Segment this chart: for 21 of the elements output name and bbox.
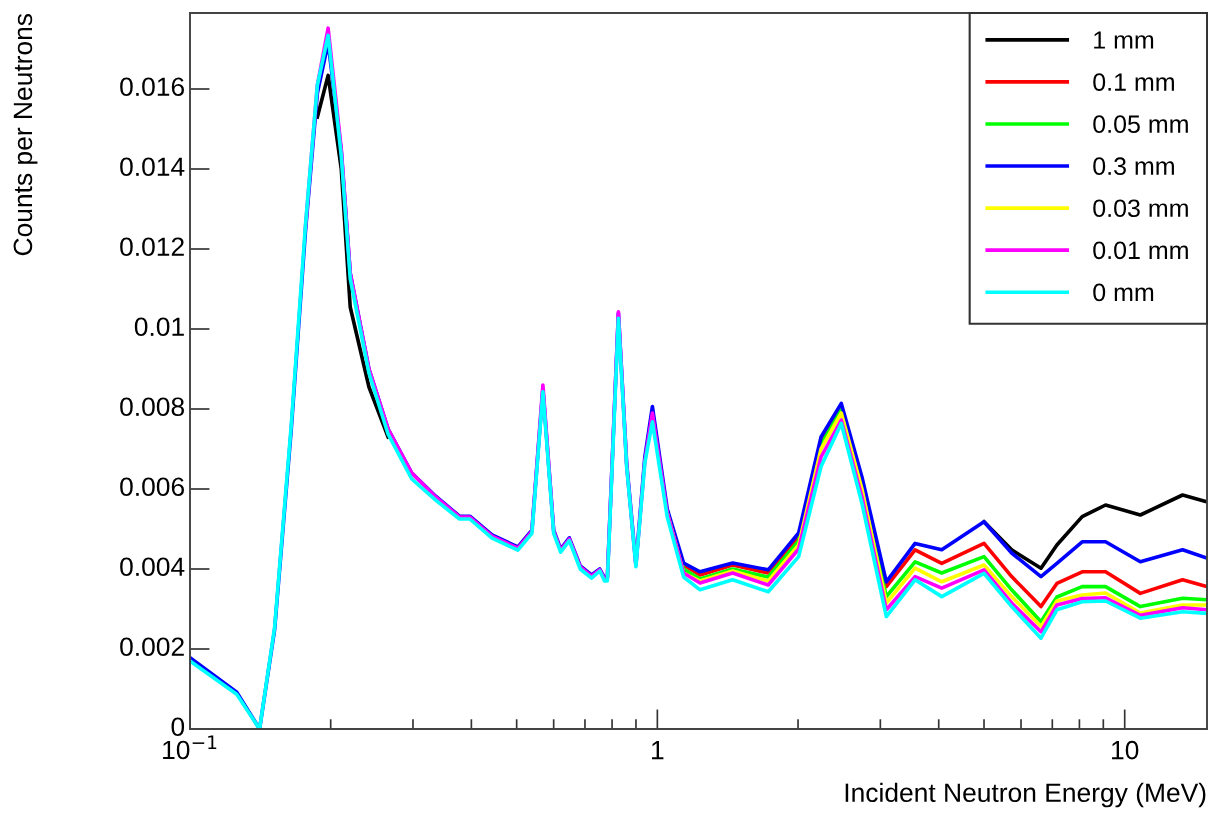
y-tick-label: 0.006 (120, 477, 184, 497)
legend-label: 0.03 mm (1093, 199, 1188, 218)
y-tick-label: 0.01 (134, 317, 184, 337)
x-axis-title: Incident Neutron Energy (MeV) (845, 782, 1206, 808)
y-tick-label: 0.012 (120, 237, 184, 257)
y-tick-label: 0.008 (120, 397, 184, 417)
legend-label: 1 mm (1094, 31, 1154, 49)
legend-label: 0 mm (1093, 283, 1154, 302)
y-tick-label: 0 (171, 717, 185, 737)
y-axis-title: Counts per Neutrons (13, 13, 38, 256)
legend-label: 0.3 mm (1093, 157, 1174, 176)
x-tick-label: 10 (1112, 740, 1139, 760)
y-tick-label: 0.004 (120, 557, 185, 577)
legend-label: 0.1 mm (1093, 73, 1174, 91)
x-tick-label: 10$^{−1}$ (163, 735, 217, 760)
legend-label: 0.01 mm (1093, 241, 1188, 260)
y-tick-label: 0.002 (120, 637, 184, 657)
y-tick-label: 0.016 (120, 77, 184, 97)
legend-label: 0.05 mm (1093, 115, 1188, 133)
y-tick-label: 0.014 (120, 157, 185, 177)
x-tick-label: 1 (652, 741, 664, 760)
